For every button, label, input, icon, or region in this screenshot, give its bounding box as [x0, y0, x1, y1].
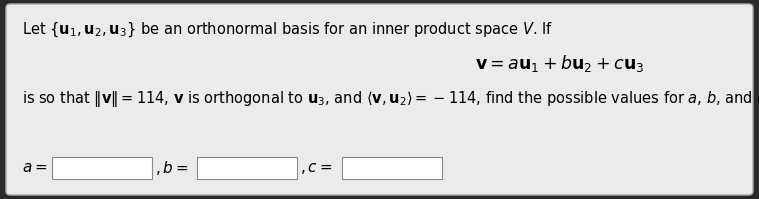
FancyBboxPatch shape	[6, 4, 753, 195]
FancyBboxPatch shape	[342, 157, 442, 179]
Text: $a = $: $a = $	[22, 161, 48, 176]
Text: Let $\{\mathbf{u}_1, \mathbf{u}_2, \mathbf{u}_3\}$ be an orthonormal basis for a: Let $\{\mathbf{u}_1, \mathbf{u}_2, \math…	[22, 21, 553, 39]
Text: $, b = $: $, b = $	[155, 159, 188, 177]
Text: $, c = $: $, c = $	[300, 161, 332, 176]
FancyBboxPatch shape	[197, 157, 297, 179]
Text: $\mathbf{v} = a\mathbf{u}_1 + b\mathbf{u}_2 + c\mathbf{u}_3$: $\mathbf{v} = a\mathbf{u}_1 + b\mathbf{u…	[475, 54, 644, 74]
FancyBboxPatch shape	[52, 157, 152, 179]
Text: is so that $\|\mathbf{v}\| = 114$, $\mathbf{v}$ is orthogonal to $\mathbf{u}_3$,: is so that $\|\mathbf{v}\| = 114$, $\mat…	[22, 89, 759, 109]
